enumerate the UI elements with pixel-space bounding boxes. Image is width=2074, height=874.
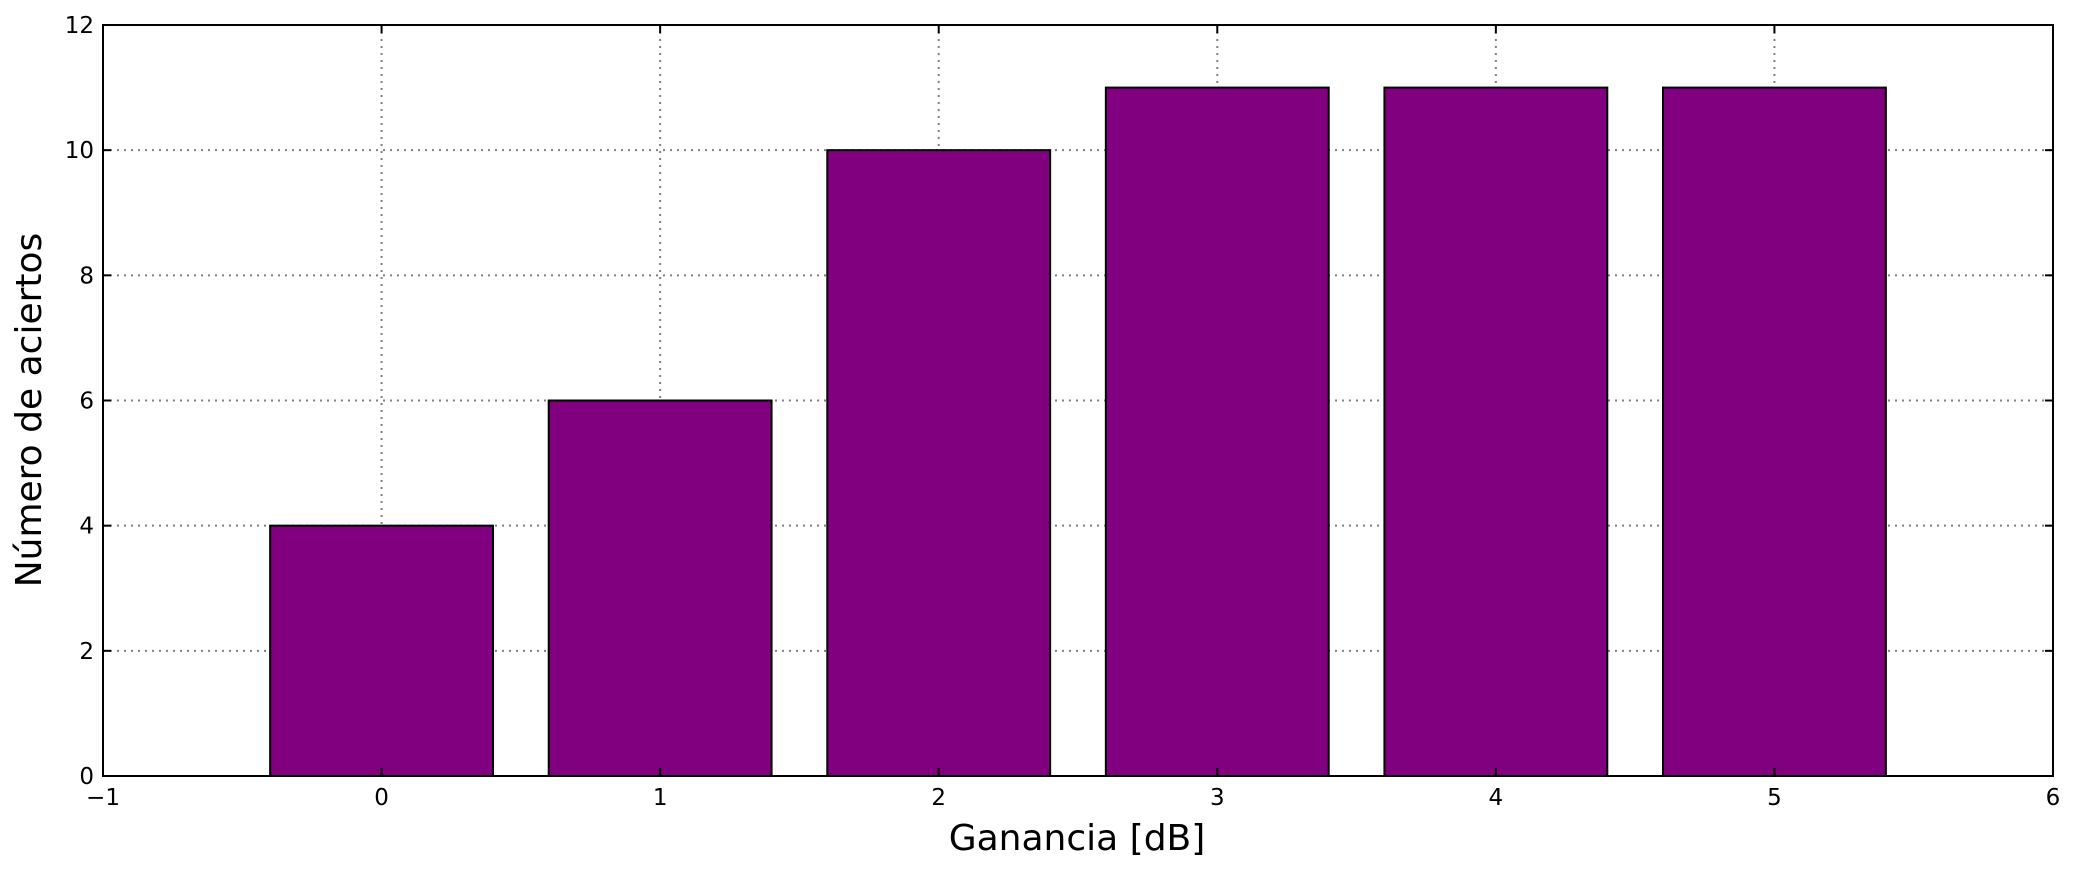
y-tick-label: 12 (65, 13, 94, 39)
x-tick-label: 2 (931, 785, 946, 811)
y-tick-label: 8 (79, 263, 94, 289)
x-tick-label: −1 (86, 785, 120, 811)
bar-2 (826, 149, 1052, 777)
x-tick-label: 1 (653, 785, 668, 811)
x-tick-label: 4 (1489, 785, 1504, 811)
bars (269, 86, 1887, 778)
bar-3 (1104, 86, 1330, 778)
y-tick-label: 10 (65, 138, 94, 164)
x-tick-label: 6 (2046, 785, 2061, 811)
x-axis-label: Ganancia [dB] (949, 818, 1206, 859)
bar-4 (1383, 86, 1609, 778)
y-tick-label: 4 (79, 514, 94, 540)
bar-0 (269, 524, 494, 778)
bar-5 (1662, 86, 1887, 778)
x-tick-label: 3 (1210, 785, 1225, 811)
x-tick-label: 5 (1767, 785, 1782, 811)
bar-1 (547, 399, 773, 777)
x-tick-label: 0 (374, 785, 389, 811)
y-tick-label: 0 (79, 764, 94, 790)
y-tick-label: 6 (79, 389, 94, 415)
y-axis-label: Número de aciertos (9, 233, 50, 588)
y-tick-label: 2 (79, 639, 94, 665)
